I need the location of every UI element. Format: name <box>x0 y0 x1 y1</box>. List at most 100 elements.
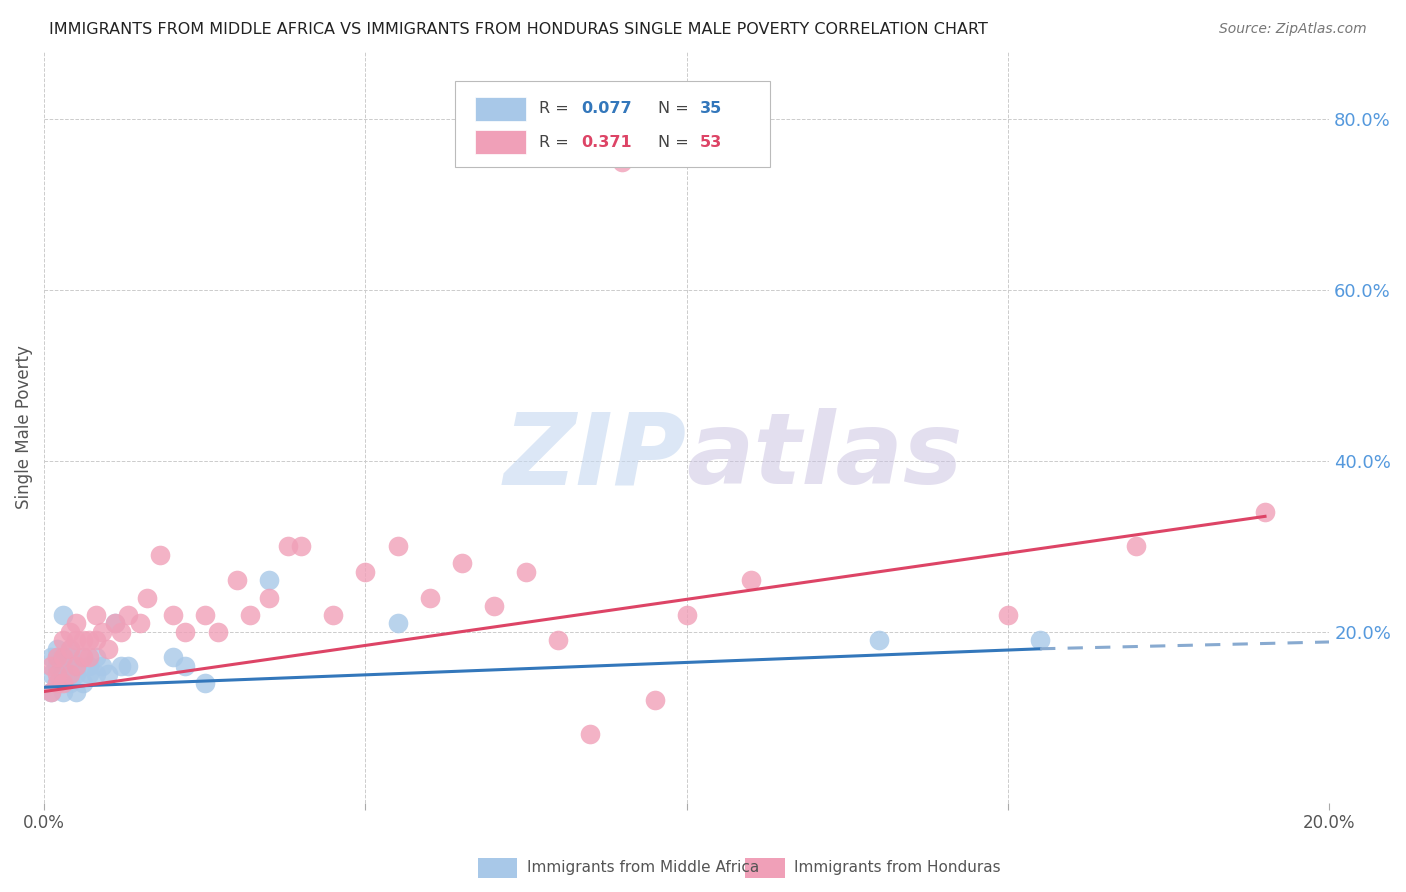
Point <box>174 659 197 673</box>
Point <box>97 667 120 681</box>
Point <box>104 616 127 631</box>
FancyBboxPatch shape <box>456 81 770 167</box>
Point <box>997 607 1019 622</box>
Point <box>39 684 62 698</box>
Point <box>104 616 127 631</box>
Point <box>52 650 75 665</box>
Text: 0.371: 0.371 <box>581 135 631 150</box>
Y-axis label: Single Male Poverty: Single Male Poverty <box>15 344 32 508</box>
Point <box>84 667 107 681</box>
Point <box>46 650 69 665</box>
Point <box>59 676 82 690</box>
Point <box>52 659 75 673</box>
Point <box>52 676 75 690</box>
Point <box>52 633 75 648</box>
Point <box>207 624 229 639</box>
Point <box>59 624 82 639</box>
Point <box>39 667 62 681</box>
Point <box>59 650 82 665</box>
Point <box>149 548 172 562</box>
Point <box>77 633 100 648</box>
Point <box>65 684 87 698</box>
Text: IMMIGRANTS FROM MIDDLE AFRICA VS IMMIGRANTS FROM HONDURAS SINGLE MALE POVERTY CO: IMMIGRANTS FROM MIDDLE AFRICA VS IMMIGRA… <box>49 22 988 37</box>
Point <box>322 607 344 622</box>
Point <box>39 684 62 698</box>
Point <box>46 667 69 681</box>
Point <box>52 667 75 681</box>
Point <box>77 667 100 681</box>
Text: atlas: atlas <box>686 409 963 505</box>
Point <box>117 607 139 622</box>
Point <box>65 659 87 673</box>
Point <box>515 565 537 579</box>
Point <box>46 676 69 690</box>
Point <box>129 616 152 631</box>
Point <box>59 641 82 656</box>
Point <box>46 676 69 690</box>
Point <box>84 650 107 665</box>
Text: R =: R = <box>538 101 574 116</box>
Text: N =: N = <box>658 101 695 116</box>
Point <box>91 624 114 639</box>
FancyBboxPatch shape <box>475 130 526 154</box>
Point <box>77 650 100 665</box>
Point <box>59 667 82 681</box>
Point <box>39 650 62 665</box>
Point <box>675 607 697 622</box>
Point <box>869 633 891 648</box>
Point <box>387 539 409 553</box>
Point <box>72 676 94 690</box>
Point <box>194 607 217 622</box>
Point <box>1029 633 1052 648</box>
Point <box>257 574 280 588</box>
Point <box>354 565 377 579</box>
Point <box>59 641 82 656</box>
Text: Immigrants from Middle Africa: Immigrants from Middle Africa <box>527 860 759 874</box>
Point <box>77 659 100 673</box>
Text: Immigrants from Honduras: Immigrants from Honduras <box>794 860 1001 874</box>
Point <box>65 633 87 648</box>
Point <box>110 624 132 639</box>
FancyBboxPatch shape <box>475 96 526 120</box>
Point <box>612 154 634 169</box>
Point <box>579 727 602 741</box>
Point <box>162 650 184 665</box>
Point <box>97 641 120 656</box>
Point <box>162 607 184 622</box>
Point <box>52 684 75 698</box>
Point <box>740 574 762 588</box>
Point <box>450 557 472 571</box>
Point <box>84 607 107 622</box>
Point <box>387 616 409 631</box>
Point <box>46 659 69 673</box>
Text: ZIP: ZIP <box>503 409 686 505</box>
Point <box>1254 505 1277 519</box>
Point <box>65 659 87 673</box>
Point <box>135 591 157 605</box>
Point <box>257 591 280 605</box>
Point <box>117 659 139 673</box>
Point <box>547 633 569 648</box>
Point <box>39 659 62 673</box>
Point <box>65 616 87 631</box>
Point <box>72 650 94 665</box>
Text: N =: N = <box>658 135 695 150</box>
Point <box>65 667 87 681</box>
Point <box>225 574 247 588</box>
Point <box>46 650 69 665</box>
Point <box>91 659 114 673</box>
Text: Source: ZipAtlas.com: Source: ZipAtlas.com <box>1219 22 1367 37</box>
Point <box>277 539 299 553</box>
Point <box>194 676 217 690</box>
Point <box>84 633 107 648</box>
Point <box>419 591 441 605</box>
Point <box>644 693 666 707</box>
Text: 53: 53 <box>700 135 721 150</box>
Text: R =: R = <box>538 135 574 150</box>
Point <box>174 624 197 639</box>
Point <box>1125 539 1147 553</box>
Point <box>52 607 75 622</box>
Point <box>72 650 94 665</box>
Point <box>110 659 132 673</box>
Point <box>290 539 312 553</box>
